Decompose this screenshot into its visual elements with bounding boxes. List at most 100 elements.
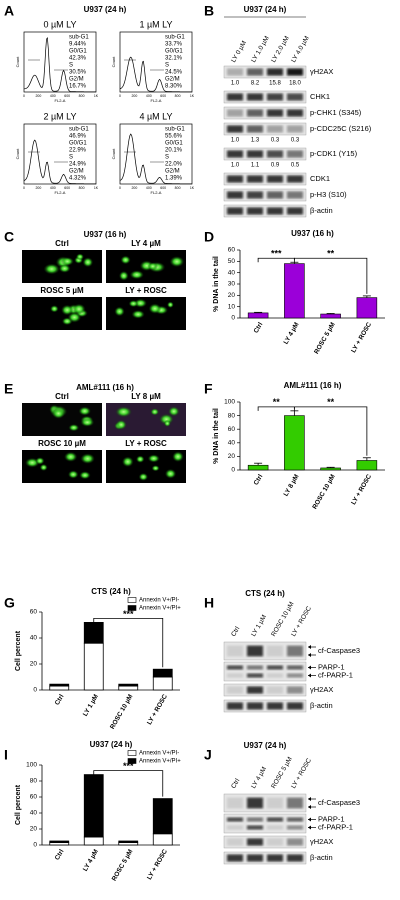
comet bbox=[75, 253, 84, 261]
arrow-head bbox=[308, 797, 311, 801]
legend-label: Annexin V+/PI+ bbox=[139, 759, 181, 765]
y-tick-label: 60 bbox=[30, 794, 38, 801]
y-axis-label: % DNA in the tail bbox=[213, 256, 220, 312]
bar bbox=[320, 467, 341, 471]
histogram-stat: S bbox=[69, 155, 73, 161]
x-tick-label: 200 bbox=[131, 94, 137, 98]
bar-segment bbox=[83, 642, 104, 691]
blot-label: p-CDC25C (S216) bbox=[310, 124, 372, 133]
x-tick-label: LY 8 µM bbox=[283, 473, 301, 497]
comet bbox=[128, 300, 139, 308]
y-tick-label: 80 bbox=[30, 778, 38, 785]
bar-segment bbox=[152, 798, 173, 835]
comet bbox=[151, 465, 160, 472]
comet bbox=[147, 262, 158, 271]
blot-band bbox=[287, 665, 303, 670]
bar-segment bbox=[83, 836, 104, 846]
histogram-stat: 24.9% bbox=[69, 162, 87, 168]
micrograph bbox=[22, 297, 102, 330]
y-axis-label: Cell percent bbox=[15, 784, 22, 825]
comet bbox=[172, 451, 184, 462]
x-tick-label: LY + ROSC bbox=[350, 473, 373, 506]
x-tick-label: LY + ROSC bbox=[146, 693, 169, 726]
blot-strip bbox=[223, 851, 307, 865]
comet bbox=[61, 304, 74, 316]
blot-band bbox=[247, 797, 263, 809]
arrow-head bbox=[308, 673, 311, 678]
comet bbox=[50, 305, 59, 313]
x-tick-label: 1K bbox=[190, 186, 195, 190]
blot-band bbox=[287, 854, 303, 862]
y-tick-label: 40 bbox=[30, 810, 38, 817]
blot-band bbox=[227, 673, 243, 678]
blot-band bbox=[227, 702, 243, 710]
chart-title: CTS (24 h) bbox=[91, 587, 131, 596]
blot-band bbox=[267, 109, 283, 117]
blot-strip bbox=[223, 90, 307, 104]
blot-band bbox=[227, 68, 243, 76]
lane-label: LY 4 µM bbox=[250, 766, 268, 790]
quantification: 0.9 bbox=[271, 163, 280, 169]
blot-band bbox=[287, 68, 303, 76]
quantification: 0.3 bbox=[291, 138, 300, 144]
histogram-curve bbox=[119, 133, 193, 185]
x-tick-label: 200 bbox=[35, 186, 41, 190]
blot-band bbox=[247, 665, 263, 670]
lane-label: LY 0 µM bbox=[230, 40, 248, 64]
legend-label: Annexin V+/PI+ bbox=[139, 606, 181, 612]
bar-segment bbox=[49, 685, 70, 691]
x-tick-label: 200 bbox=[35, 94, 41, 98]
blot-label: cf-PARP-1 bbox=[318, 670, 353, 679]
quantification: 18.0 bbox=[289, 81, 301, 87]
panel-letter: F bbox=[204, 381, 213, 397]
legend-label: Annexin V+/PI- bbox=[139, 598, 179, 604]
blot-band bbox=[287, 175, 303, 183]
histogram-stat: 32.1% bbox=[165, 56, 183, 62]
y-tick-label: 20 bbox=[228, 453, 236, 460]
x-tick-label: 800 bbox=[175, 186, 181, 190]
quantification: 15.8 bbox=[269, 81, 281, 87]
blot-band bbox=[267, 838, 283, 846]
bar-segment bbox=[118, 683, 139, 687]
histogram-title: 2 µM LY bbox=[43, 111, 76, 121]
y-tick-label: 10 bbox=[228, 303, 236, 310]
quantification: 1.0 bbox=[231, 163, 240, 169]
histogram-stat: G2/M bbox=[69, 77, 84, 83]
x-axis-label: FL2-A bbox=[55, 98, 66, 103]
panel-title: U937 (24 h) bbox=[244, 741, 287, 750]
histogram-title: 0 µM LY bbox=[43, 19, 76, 29]
quantification: 1.3 bbox=[251, 138, 260, 144]
x-tick-label: 0 bbox=[23, 186, 25, 190]
blot-label: cf-Caspase3 bbox=[318, 798, 360, 807]
x-tick-label: 1K bbox=[94, 94, 99, 98]
histogram-stat: 30.5% bbox=[69, 70, 87, 76]
comet bbox=[79, 471, 91, 480]
panel-letter: J bbox=[204, 747, 212, 763]
histogram-stat: 33.7% bbox=[165, 42, 183, 48]
histogram-stat: 46.9% bbox=[69, 134, 87, 140]
arrow-head bbox=[308, 653, 311, 657]
blot-label: CDK1 bbox=[310, 174, 330, 183]
blot-band bbox=[227, 817, 243, 822]
blot-label: γH2AX bbox=[310, 67, 333, 76]
blot-label: γH2AX bbox=[310, 837, 333, 846]
legend-swatch bbox=[127, 605, 137, 611]
blot-band bbox=[247, 93, 263, 101]
y-axis-label: Count bbox=[111, 148, 116, 160]
bar bbox=[356, 297, 378, 319]
panel-title: U937 (24 h) bbox=[84, 5, 127, 14]
panel-title: CTS (24 h) bbox=[245, 589, 285, 598]
image-label: Ctrl bbox=[55, 239, 69, 248]
comet bbox=[67, 312, 82, 323]
blot-band bbox=[287, 191, 303, 199]
blot-band bbox=[227, 686, 243, 694]
comet bbox=[129, 270, 144, 280]
plot-frame bbox=[23, 123, 97, 185]
lane-label: Ctrl bbox=[230, 625, 241, 638]
blot-band bbox=[227, 191, 243, 199]
blot-label: β-actin bbox=[310, 206, 333, 215]
lane-label: LY 1.0 µM bbox=[250, 35, 271, 64]
y-tick-label: 20 bbox=[30, 826, 38, 833]
y-tick-label: 40 bbox=[228, 269, 236, 276]
bar-segment bbox=[83, 774, 104, 838]
